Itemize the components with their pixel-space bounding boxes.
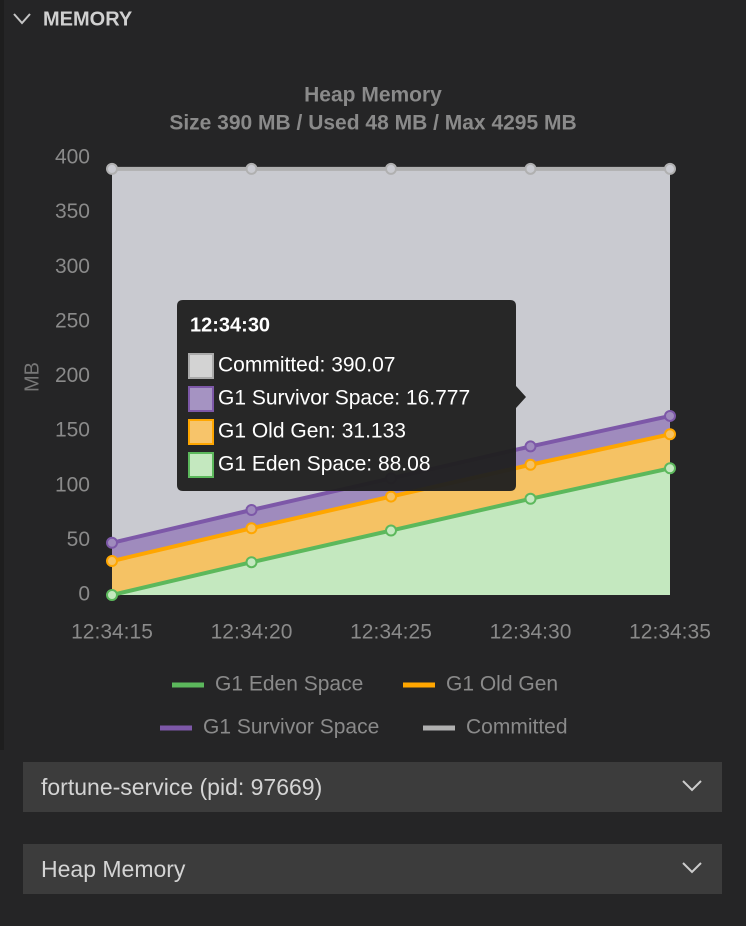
point	[245, 522, 258, 535]
process-select[interactable]: fortune-service (pid: 97669)	[23, 762, 722, 812]
point	[245, 556, 258, 569]
legend-label: G1 Eden Space	[215, 673, 363, 696]
legend-label: G1 Survivor Space	[203, 716, 379, 739]
y-tick-label: 0	[78, 583, 90, 606]
tooltip-item: Committed: 390.07	[218, 354, 395, 377]
y-tick-label: 200	[55, 364, 90, 387]
collapse-chevron[interactable]	[13, 13, 31, 25]
panel-title[interactable]: MEMORY	[43, 8, 133, 30]
point	[106, 536, 118, 549]
y-tick-label: 250	[55, 309, 90, 332]
tooltip: 12:34:30 Committed: 390.07 G1 Survivor Spa…	[177, 300, 526, 491]
select-chevron	[682, 780, 702, 792]
y-axis-label: MB	[21, 362, 43, 392]
tooltip-item: G1 Old Gen: 31.133	[218, 420, 406, 443]
point	[664, 428, 676, 441]
area	[112, 434, 670, 595]
tooltip-item: G1 Eden Space: 88.08	[218, 453, 431, 476]
point	[385, 162, 397, 175]
legend-label: Committed	[466, 716, 568, 739]
y-tick-label: 100	[55, 473, 90, 496]
point	[664, 162, 676, 175]
point	[664, 462, 676, 475]
view-select-text: Heap Memory	[41, 856, 186, 882]
tooltip-box	[177, 300, 526, 491]
y-tick-label: 300	[55, 255, 90, 278]
y-tick-label: 400	[55, 146, 90, 169]
x-tick-label: 12:34:30	[490, 621, 572, 644]
point	[245, 162, 258, 175]
point	[106, 589, 118, 601]
panel-edge	[0, 0, 4, 750]
point	[524, 492, 537, 505]
x-tick-label: 12:34:15	[71, 621, 153, 644]
tooltip-swatch	[188, 452, 214, 478]
tooltip-swatch	[188, 353, 214, 379]
point	[524, 162, 537, 175]
chart-title: Heap Memory	[304, 84, 442, 107]
tooltip-title: 12:34:30	[190, 314, 270, 336]
y-tick-label: 50	[67, 528, 90, 551]
point	[664, 409, 676, 422]
point	[385, 524, 397, 537]
x-tick-label: 12:34:35	[629, 621, 711, 644]
chart-subtitle: Size 390 MB / Used 48 MB / Max 4295 MB	[169, 112, 576, 135]
point	[245, 504, 258, 517]
process-select-text: fortune-service (pid: 97669)	[41, 774, 323, 800]
point	[524, 458, 537, 471]
point	[524, 440, 537, 453]
tooltip-swatch	[188, 386, 214, 412]
y-tick-label: 150	[55, 419, 90, 442]
legend-label: G1 Old Gen	[446, 673, 558, 696]
x-tick-label: 12:34:20	[211, 621, 293, 644]
tooltip-swatch	[188, 419, 214, 445]
tooltip-item: G1 Survivor Space: 16.777	[218, 387, 470, 410]
view-select[interactable]: Heap Memory	[23, 844, 722, 894]
x-tick-label: 12:34:25	[350, 621, 432, 644]
point	[106, 162, 118, 175]
point	[106, 555, 118, 568]
select-chevron	[682, 862, 702, 874]
point	[385, 490, 397, 503]
y-tick-label: 350	[55, 200, 90, 223]
chart: MEMORY Heap Memory Size 390 MB / Used 48…	[0, 0, 711, 750]
